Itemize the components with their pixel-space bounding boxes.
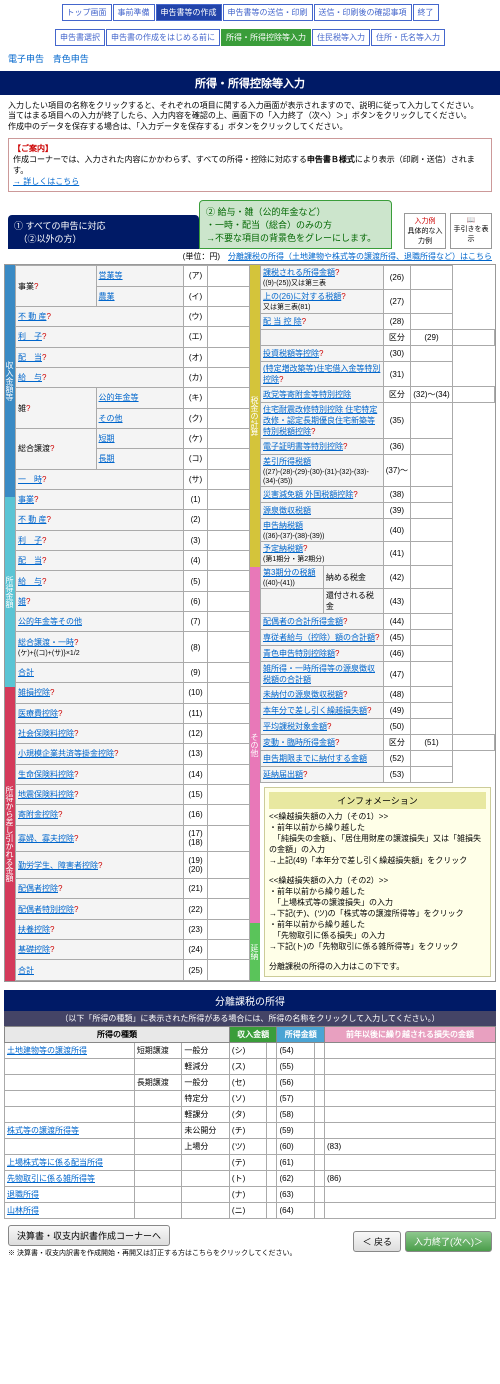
nav-sub: 申告書選択 申告書の作成をはじめる前に 所得・所得控除等入力 住民税等入力 住所…	[0, 25, 500, 50]
btn-kessansho[interactable]: 決算書・収支内訳書作成コーナーへ	[8, 1225, 170, 1246]
nav-6[interactable]: 終了	[413, 4, 439, 21]
vbar-defer: 延納	[250, 923, 260, 981]
bottom-table: 所得の種類 収入金額 所得金額 前年以後に繰り越される損失の金額 土地建物等の譲…	[4, 1026, 496, 1219]
nav-2[interactable]: 事前準備	[113, 4, 155, 21]
nav-top: トップ画面 事前準備 申告書等の作成 申告書等の送信・印刷 送信・印刷後の確認事…	[0, 0, 500, 25]
vbar-other: その他	[250, 567, 260, 923]
nav-4[interactable]: 申告書等の送信・印刷	[223, 4, 313, 21]
nav2-3[interactable]: 所得・所得控除等入力	[221, 29, 311, 46]
nav2-4[interactable]: 住民税等入力	[312, 29, 370, 46]
nav2-1[interactable]: 申告書選択	[55, 29, 105, 46]
page-desc: 入力したい項目の名称をクリックすると、それぞれの項目に関する入力画面が表示されま…	[0, 99, 500, 134]
link-denshi[interactable]: 電子申告	[8, 54, 44, 64]
btn-back[interactable]: ＜ 戻る	[353, 1231, 401, 1252]
separate-sub: （以下「所得の種類」に表示された所得がある場合には、所得の名称をクリックして入力…	[4, 1011, 496, 1026]
info-panel: インフォメーション <<繰越損失額の入力（その1）>> ・前年以前から繰り越した…	[264, 787, 491, 977]
nav2-2[interactable]: 申告書の作成をはじめる前に	[106, 29, 220, 46]
tab-1[interactable]: ① すべての申告に対応 （②以外の方）	[8, 215, 199, 249]
icon-guide[interactable]: 📖手引きを表示	[450, 213, 492, 249]
tab-2[interactable]: ② 給与・雑（公的年金など） ・一時・配当（総合）のみの方 →不要な項目の背景色…	[199, 200, 392, 249]
main-grid: 収入金額等 所得金額 所得から差し引かれる金額 事業?営業等(ア)農業(イ)不 …	[4, 264, 496, 982]
info-box: 【ご案内】 作成コーナーでは、入力された内容にかかわらず、すべての所得・控除に対…	[8, 138, 492, 192]
vbar-income: 収入金額等	[5, 265, 15, 497]
sub-links: 電子申告 青色申告	[0, 50, 500, 67]
footer-note: ※ 決算書・収支内訳書を作成開始・再開又は訂正する方はこちらをクリックしてくださ…	[8, 1248, 297, 1258]
page-title: 所得・所得控除等入力	[0, 71, 500, 95]
icon-example[interactable]: 入力例具体的な入力例	[404, 213, 446, 249]
btn-next[interactable]: 入力終了(次へ)＞	[405, 1231, 492, 1252]
nav-3[interactable]: 申告書等の作成	[156, 4, 222, 21]
vbar-tax: 税金の計算	[250, 265, 260, 567]
nav2-5[interactable]: 住所・氏名等入力	[371, 29, 445, 46]
separate-tax-link[interactable]: 分離課税の所得（土地建物や株式等の譲渡所得、退職所得など）はこちら	[228, 252, 492, 261]
vbar-deduct: 所得から差し引かれる金額	[5, 687, 15, 981]
unit-label: (単位：円)	[183, 252, 220, 261]
separate-title: 分離課税の所得	[4, 990, 496, 1011]
vbar-shotoku: 所得金額	[5, 497, 15, 687]
footer: 決算書・収支内訳書作成コーナーへ ※ 決算書・収支内訳書を作成開始・再開又は訂正…	[0, 1219, 500, 1264]
link-aoiro[interactable]: 青色申告	[53, 54, 89, 64]
nav-5[interactable]: 送信・印刷後の確認事項	[314, 4, 412, 21]
info-link[interactable]: → 詳しくはこちら	[13, 177, 79, 186]
nav-1[interactable]: トップ画面	[62, 4, 112, 21]
